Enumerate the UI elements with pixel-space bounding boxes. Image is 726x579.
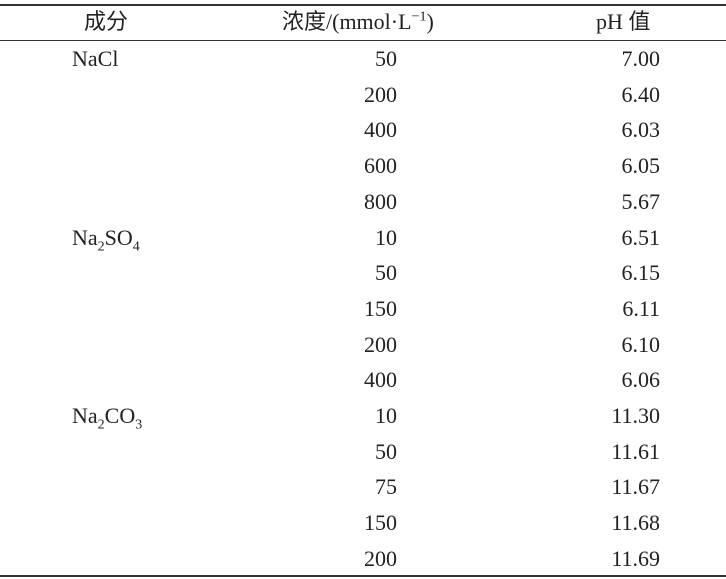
ph-value: 7.00 xyxy=(621,46,661,71)
ph-value: 11.30 xyxy=(611,403,660,428)
ph-value: 5.67 xyxy=(621,188,661,214)
subscript: 4 xyxy=(132,238,140,254)
ph-value: 6.05 xyxy=(621,153,661,179)
text: SO xyxy=(104,224,133,250)
subscript: 2 xyxy=(97,238,105,254)
superscript: −1 xyxy=(411,9,427,25)
ph-value: 6.40 xyxy=(621,81,661,107)
concentration: 150 xyxy=(364,295,397,321)
concentration: 10 xyxy=(375,403,397,428)
subscript: 2 xyxy=(97,417,105,433)
component: NaCl xyxy=(72,41,118,77)
component: Na2SO4 xyxy=(72,220,140,256)
ph-value: 11.67 xyxy=(611,474,660,500)
ph-value: 6.11 xyxy=(622,295,660,321)
concentration: 400 xyxy=(364,117,397,143)
concentration: 150 xyxy=(364,510,397,536)
concentration: 50 xyxy=(375,438,397,464)
concentration: 200 xyxy=(364,81,397,107)
header-ph: pH 值 xyxy=(596,9,651,34)
ph-value: 6.15 xyxy=(621,260,661,286)
concentration: 75 xyxy=(375,474,397,500)
concentration: 50 xyxy=(375,46,397,71)
text: Na xyxy=(72,224,98,250)
ph-value: 6.03 xyxy=(621,117,661,143)
top-rule xyxy=(0,4,726,6)
header-rule xyxy=(0,40,726,41)
text: CO xyxy=(104,403,136,428)
text: ) xyxy=(426,9,434,34)
ph-value: 11.69 xyxy=(611,545,660,571)
subscript: 3 xyxy=(135,417,143,433)
ph-value: 11.61 xyxy=(611,438,660,464)
concentration: 10 xyxy=(375,224,397,250)
header-component: 成分 xyxy=(84,9,129,34)
ph-value: 6.10 xyxy=(621,331,661,357)
concentration: 50 xyxy=(375,260,397,286)
header-concentration: 浓度/(mmol·L−1) xyxy=(282,4,434,40)
concentration: 200 xyxy=(364,331,397,357)
concentration: 800 xyxy=(364,188,397,214)
ph-value: 6.06 xyxy=(621,367,661,393)
component: Na2CO3 xyxy=(72,398,142,434)
bottom-rule xyxy=(0,575,726,577)
concentration: 200 xyxy=(364,545,397,571)
ph-value: 6.51 xyxy=(621,224,661,250)
text: Na xyxy=(72,403,98,428)
ph-value: 11.68 xyxy=(611,510,660,536)
concentration: 400 xyxy=(364,367,397,393)
concentration: 600 xyxy=(364,153,397,179)
text: NaCl xyxy=(72,46,119,71)
text: 浓度/(mmol·L xyxy=(282,9,412,34)
